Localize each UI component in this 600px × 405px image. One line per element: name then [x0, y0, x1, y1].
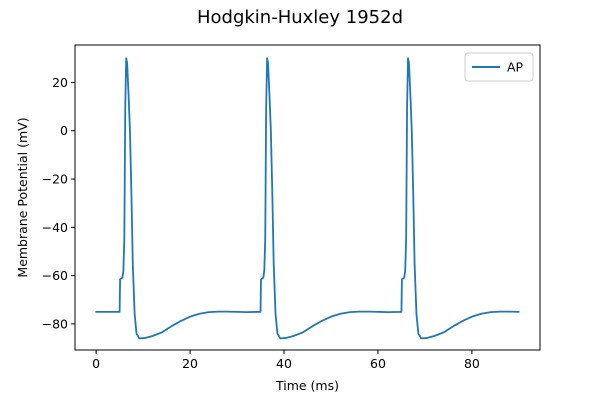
y-axis: −80 −60 −40 −20 0 20 — [42, 75, 75, 331]
series-line-ap — [95, 57, 520, 340]
y-tick-label: −60 — [42, 268, 68, 283]
x-tick-label: 40 — [276, 356, 292, 371]
x-axis-label: Time (ms) — [275, 378, 339, 393]
y-tick-label: −80 — [42, 316, 68, 331]
y-tick-label: 20 — [52, 75, 68, 90]
y-axis-label: Membrane Potential (mV) — [15, 117, 30, 277]
legend-label-ap: AP — [507, 60, 524, 75]
x-axis: 0 20 40 60 80 — [92, 350, 480, 371]
x-tick-label: 80 — [464, 356, 480, 371]
y-tick-label: −40 — [42, 220, 68, 235]
y-tick-label: −20 — [42, 172, 68, 187]
plot-area — [74, 44, 541, 351]
x-tick-label: 0 — [92, 356, 100, 371]
series-layer — [95, 57, 520, 340]
legend: AP — [464, 52, 534, 82]
x-tick-label: 20 — [182, 356, 198, 371]
y-tick-label: 0 — [60, 123, 68, 138]
chart-title: Hodgkin-Huxley 1952d — [197, 7, 403, 28]
plot-frame — [74, 44, 541, 351]
x-tick-label: 60 — [370, 356, 386, 371]
